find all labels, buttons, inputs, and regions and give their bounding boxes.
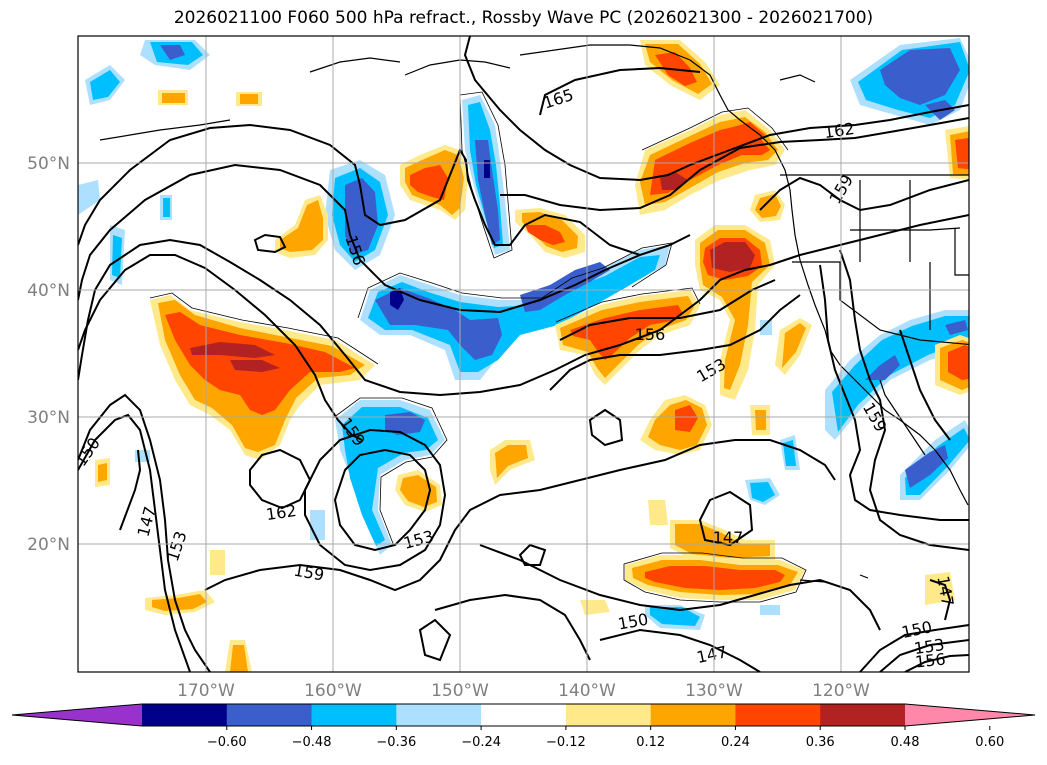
- latitude-label: 30°N: [27, 408, 70, 428]
- latitude-label: 40°N: [27, 281, 70, 301]
- contour-label: 162: [265, 501, 298, 524]
- colorbar-segment: [565, 704, 652, 726]
- colorbar-tick-label: −0.36: [376, 735, 416, 750]
- colorbar-tick-label: 0.60: [975, 735, 1004, 750]
- latitude-label: 50°N: [27, 154, 70, 174]
- colorbar-extension-low: [12, 704, 142, 726]
- latitude-labels: 50°N 40°N 30°N 20°N: [27, 154, 70, 555]
- colorbar-tick-label: −0.12: [546, 735, 586, 750]
- colorbar-segment: [396, 704, 482, 726]
- colorbar-segment: [650, 704, 736, 726]
- gridlines: [78, 36, 969, 672]
- negative-anomaly-shading: [78, 38, 969, 630]
- longitude-label: 120°W: [812, 681, 870, 701]
- contour-label: 147: [713, 528, 744, 547]
- colorbar-segment: [735, 704, 821, 726]
- colorbar-segment: [311, 704, 397, 726]
- colorbar-extension-high: [905, 704, 1035, 726]
- refractivity-contours: [78, 36, 969, 672]
- longitude-label: 130°W: [685, 681, 743, 701]
- colorbar-tick-label: −0.48: [292, 735, 332, 750]
- positive-anomaly-shading: [95, 40, 969, 672]
- colorbar-segment: [226, 704, 313, 726]
- longitude-label: 160°W: [304, 681, 362, 701]
- colorbar-tick-label: 0.12: [636, 735, 665, 750]
- colorbar-tick-labels: −0.60 −0.48 −0.36 −0.24 −0.12 0.12 0.24 0.36 0.4…: [207, 726, 1004, 750]
- colorbar: [11, 703, 1036, 727]
- contour-label: 153: [913, 635, 946, 658]
- colorbar-tick-label: −0.60: [207, 735, 247, 750]
- colorbar-segment: [142, 704, 228, 726]
- longitude-label: 150°W: [431, 681, 489, 701]
- colorbar-tick-label: 0.36: [806, 735, 835, 750]
- longitude-label: 140°W: [558, 681, 616, 701]
- latitude-label: 20°N: [27, 535, 70, 555]
- colorbar-tick-label: 0.48: [891, 735, 920, 750]
- longitude-labels: 170°W 160°W 150°W 140°W 130°W 120°W: [177, 681, 870, 701]
- colorbar-segment: [481, 704, 567, 726]
- colorbar-segment: [820, 704, 906, 726]
- colorbar-tick-label: 0.24: [721, 735, 750, 750]
- colorbar-tick-label: −0.24: [461, 735, 501, 750]
- contour-label: 162: [823, 119, 856, 142]
- plot-frame: [77, 35, 970, 673]
- longitude-label: 170°W: [177, 681, 235, 701]
- colorbar-outline: [11, 703, 1036, 727]
- contour-label: 156: [635, 325, 666, 344]
- contour-label: 156: [914, 649, 946, 671]
- map-title: 2026021100 F060 500 hPa refract., Rossby…: [173, 8, 874, 28]
